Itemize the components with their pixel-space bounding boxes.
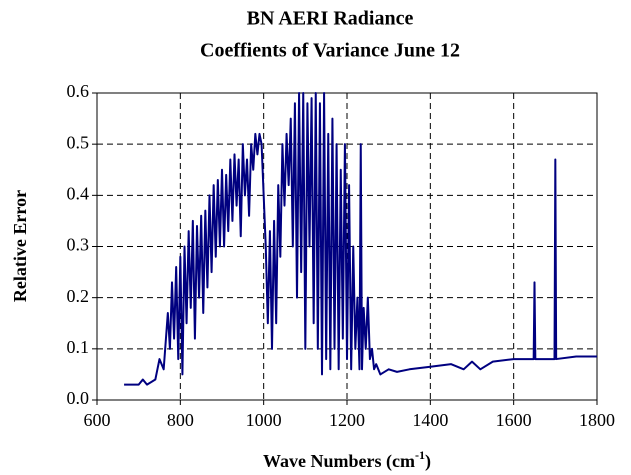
x-tick-label: 1600 — [496, 410, 532, 430]
x-axis-label-text: Wave Numbers (cm — [263, 451, 415, 472]
x-tick-label: 1000 — [246, 410, 282, 430]
x-tick-label: 800 — [167, 410, 194, 430]
y-tick-label: 0.6 — [67, 81, 90, 101]
y-axis-label: Relative Error — [10, 190, 30, 302]
y-tick-label: 0.2 — [67, 286, 90, 306]
x-tick-label: 1800 — [579, 410, 615, 430]
y-tick-label: 0.0 — [67, 388, 90, 408]
chart-title: BN AERI Radiance — [247, 8, 414, 30]
y-tick-label: 0.1 — [67, 337, 90, 357]
x-axis-label-sup: -1 — [415, 448, 425, 462]
y-tick-label: 0.3 — [67, 235, 90, 255]
x-axis-label-end: ) — [425, 451, 431, 472]
plot-frame — [96, 92, 598, 401]
y-tick-label: 0.5 — [67, 132, 90, 152]
data-line — [124, 92, 597, 386]
x-tick-label: 1200 — [329, 410, 365, 430]
x-tick-label: 600 — [84, 410, 111, 430]
x-axis-label: Wave Numbers (cm-1) — [263, 448, 431, 472]
chart-subtitle: Coeffients of Variance June 12 — [200, 40, 460, 62]
x-tick-label: 1400 — [412, 410, 448, 430]
y-tick-label: 0.4 — [67, 183, 90, 203]
